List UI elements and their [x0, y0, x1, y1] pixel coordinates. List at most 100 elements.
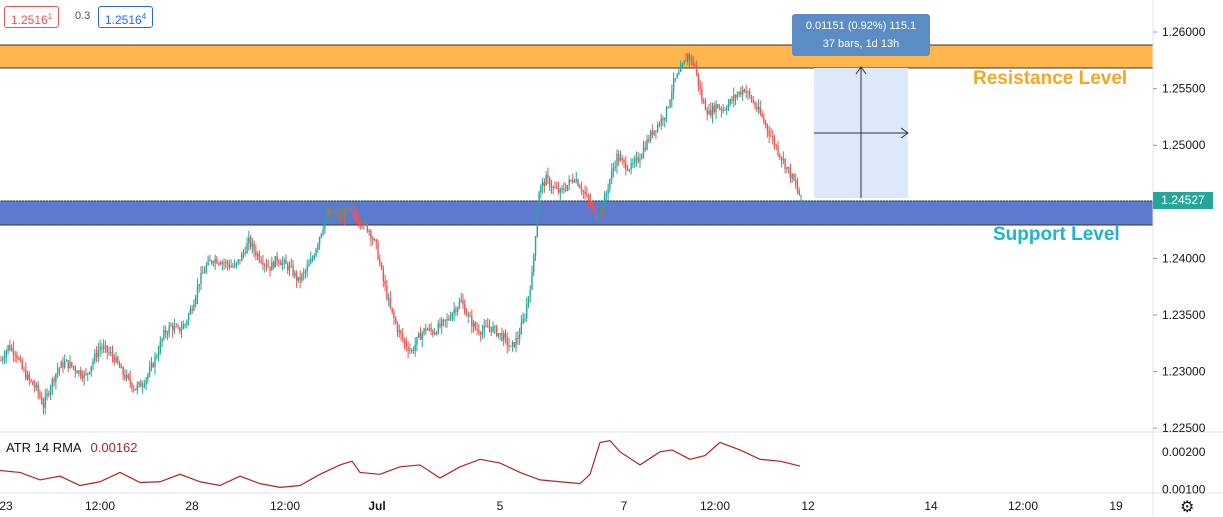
candle-body [619, 157, 622, 161]
candle-body [740, 91, 742, 95]
candle-body [42, 403, 45, 408]
candle-body [403, 339, 406, 343]
candle-body [688, 53, 691, 60]
candle-body [3, 357, 6, 360]
candle-body [506, 336, 508, 346]
time-tick-label: 12:00 [270, 499, 300, 513]
candle-body [529, 289, 531, 297]
candle-body [113, 356, 115, 363]
candle-body [32, 381, 34, 386]
atr-legend[interactable]: ATR 14 RMA 0.00162 [6, 440, 138, 455]
candle-body [430, 327, 432, 331]
candle-body [391, 307, 393, 312]
candle-body [639, 158, 641, 162]
candle-body [168, 326, 170, 334]
candle-body [618, 153, 620, 161]
candle-body [724, 109, 726, 111]
candle-body [702, 101, 705, 103]
candle-body [460, 300, 462, 302]
candle-body [88, 371, 91, 374]
candle-body [446, 319, 448, 321]
candle-body [616, 153, 618, 167]
candle-body [106, 345, 108, 352]
candle-body [320, 233, 323, 238]
measure-tool[interactable] [814, 66, 909, 198]
candle-body [30, 379, 32, 382]
time-tick-label: 19 [1109, 499, 1123, 513]
candle-body [494, 326, 496, 328]
candle-body [513, 342, 515, 347]
candle-body [65, 360, 68, 362]
candle-body [267, 266, 269, 268]
candle-body [692, 58, 694, 65]
candle-body [476, 328, 478, 330]
candle-body [485, 325, 487, 327]
candle-body [623, 159, 625, 163]
candle-body [164, 330, 167, 334]
gear-icon[interactable]: ⚙ [1180, 499, 1195, 516]
candle-body [133, 388, 135, 390]
candle-body [425, 328, 427, 331]
candle-body [161, 338, 163, 342]
spread-value: 0.3 [75, 10, 91, 22]
candle-body [409, 350, 411, 352]
candle-body [226, 261, 229, 265]
candle-body [95, 353, 98, 357]
candle-body [62, 362, 64, 368]
candle-body [322, 229, 324, 234]
candle-body [402, 334, 404, 340]
candle-body [637, 157, 639, 162]
candle-body [148, 368, 151, 375]
candle-body [442, 319, 445, 321]
candle-body [115, 356, 117, 363]
candle-body [464, 304, 466, 314]
candle-body [244, 252, 246, 254]
time-tick-label: 12 [801, 499, 815, 513]
candle-body [25, 369, 27, 379]
candle-body [76, 371, 78, 374]
candle-body [306, 266, 308, 272]
candle-body [641, 155, 643, 159]
candle-body [207, 260, 209, 266]
candle-body [687, 53, 689, 62]
candle-body [533, 254, 535, 272]
candle-body [265, 264, 268, 267]
candle-body [626, 169, 629, 171]
candle-body [209, 260, 211, 262]
candle-body [288, 265, 291, 271]
candle-body [225, 261, 227, 263]
candle-body [382, 268, 385, 281]
candle-body [414, 344, 416, 351]
candle-body [572, 180, 574, 182]
candle-body [665, 106, 668, 118]
candle-body [784, 159, 786, 169]
candle-body [667, 106, 669, 108]
candle-body [662, 118, 664, 121]
candle-body [453, 309, 455, 314]
candle-body [609, 179, 611, 190]
candle-body [191, 309, 193, 311]
candle-body [495, 326, 498, 336]
candle-body [90, 366, 92, 372]
price-tick-label: 1.26000 [1162, 25, 1206, 39]
candle-body [752, 100, 754, 103]
candle-body [290, 265, 292, 267]
bid-pip: 1 [47, 12, 53, 21]
candle-body [28, 374, 31, 380]
candle-body [579, 186, 581, 189]
candle-body [633, 159, 636, 164]
candle-body [239, 259, 241, 261]
candle-body [678, 72, 680, 75]
candle-body [186, 321, 188, 325]
candle-body [600, 207, 602, 215]
bid-price-box[interactable]: 1.25161 [4, 6, 60, 28]
candle-body [481, 331, 484, 335]
candle-body [375, 239, 377, 243]
candle-body [340, 214, 342, 219]
candle-body [557, 188, 560, 193]
ask-price-box[interactable]: 1.25164 [98, 6, 154, 28]
candle-body [329, 210, 331, 215]
candle-body [563, 188, 565, 190]
